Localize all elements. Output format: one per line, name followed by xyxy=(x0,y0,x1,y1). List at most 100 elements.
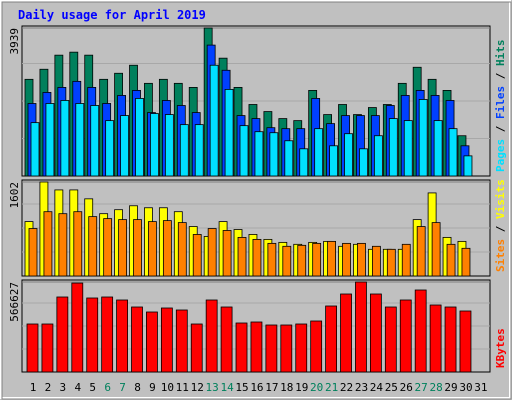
bar xyxy=(373,135,383,177)
bar xyxy=(403,120,413,177)
legend-entry: Sites xyxy=(494,239,507,272)
bar xyxy=(105,120,115,177)
x-tick-label: 27 xyxy=(415,381,428,394)
bar xyxy=(267,242,277,277)
x-tick-label: 14 xyxy=(220,381,234,394)
bar xyxy=(177,222,187,277)
bar xyxy=(26,323,39,373)
legend: KBytes xyxy=(494,328,507,368)
bar xyxy=(179,124,189,177)
bar xyxy=(207,228,217,277)
bar xyxy=(325,305,338,373)
bar xyxy=(429,304,442,373)
bar xyxy=(399,299,412,373)
bar xyxy=(269,132,279,177)
bar xyxy=(388,118,398,177)
x-tick-label: 23 xyxy=(355,381,368,394)
bar xyxy=(371,245,381,277)
x-tick-label: 30 xyxy=(459,381,472,394)
x-tick-label: 22 xyxy=(340,381,353,394)
bar xyxy=(148,221,157,277)
bar xyxy=(431,222,441,277)
x-tick-label: 4 xyxy=(74,381,81,394)
x-tick-label: 3 xyxy=(60,381,67,394)
x-tick-label: 19 xyxy=(295,381,308,394)
y-tick-label: 566627 xyxy=(8,282,21,322)
bar xyxy=(384,306,397,373)
x-tick-label: 16 xyxy=(250,381,263,394)
x-tick-label: 9 xyxy=(149,381,156,394)
bar xyxy=(73,211,83,277)
x-tick-label: 11 xyxy=(176,381,189,394)
bar xyxy=(254,131,264,177)
bar xyxy=(71,282,84,373)
x-tick-label: 5 xyxy=(89,381,96,394)
bar xyxy=(146,311,158,373)
x-tick-label: 1 xyxy=(30,381,37,394)
bar xyxy=(342,242,351,277)
bar xyxy=(86,297,99,373)
bar xyxy=(327,240,337,277)
bar xyxy=(295,323,308,373)
bar xyxy=(175,309,188,373)
bar xyxy=(30,122,40,177)
x-tick-label: 21 xyxy=(325,381,338,394)
bar xyxy=(414,289,427,373)
legend-entry: Visits xyxy=(494,179,507,219)
bar xyxy=(448,128,458,177)
bar xyxy=(299,148,309,177)
bar xyxy=(463,155,473,177)
bar xyxy=(310,320,323,373)
legend: Pages / Files / Hits xyxy=(494,40,507,173)
bar xyxy=(297,244,307,277)
legend-separator: / xyxy=(494,119,507,139)
bar xyxy=(75,103,85,177)
legend-separator: / xyxy=(494,66,507,86)
bar xyxy=(418,99,428,177)
x-tick-label: 29 xyxy=(444,381,457,394)
bar xyxy=(265,324,278,373)
bar xyxy=(284,140,294,177)
bar xyxy=(280,324,293,373)
x-tick-label: 26 xyxy=(400,381,413,394)
x-tick-label: 2 xyxy=(45,381,52,394)
bar xyxy=(282,245,292,277)
bar xyxy=(239,125,249,177)
bar xyxy=(194,124,204,177)
bar xyxy=(58,213,68,277)
bar xyxy=(88,216,98,277)
bar xyxy=(56,296,69,373)
x-tick-label: 8 xyxy=(134,381,141,394)
bar xyxy=(369,293,382,373)
bar xyxy=(359,148,368,177)
y-tick-label: 3939 xyxy=(8,28,21,55)
bar xyxy=(205,299,218,373)
bar xyxy=(461,247,471,277)
legend: Sites / Visits xyxy=(494,179,507,272)
bar xyxy=(90,105,100,177)
bar xyxy=(444,306,457,373)
x-tick-label: 13 xyxy=(206,381,219,394)
bar xyxy=(340,293,352,373)
bar xyxy=(135,98,144,177)
legend-entry: Pages xyxy=(494,139,507,172)
bar xyxy=(459,310,472,373)
x-tick-label: 31 xyxy=(474,381,487,394)
bar xyxy=(224,88,234,177)
legend-entry: Hits xyxy=(494,40,507,67)
bar xyxy=(150,113,159,177)
bar xyxy=(41,323,54,373)
bar xyxy=(357,242,366,277)
x-tick-label: 15 xyxy=(235,381,248,394)
bar xyxy=(160,307,173,373)
bar xyxy=(45,103,55,177)
y-tick-label: 1602 xyxy=(8,182,21,209)
x-tick-label: 24 xyxy=(370,381,384,394)
bar xyxy=(133,219,142,277)
bar xyxy=(120,115,129,177)
bar xyxy=(131,306,143,373)
chart-title: Daily usage for April 2019 xyxy=(18,8,206,22)
bar xyxy=(220,306,233,373)
bar xyxy=(312,242,322,277)
